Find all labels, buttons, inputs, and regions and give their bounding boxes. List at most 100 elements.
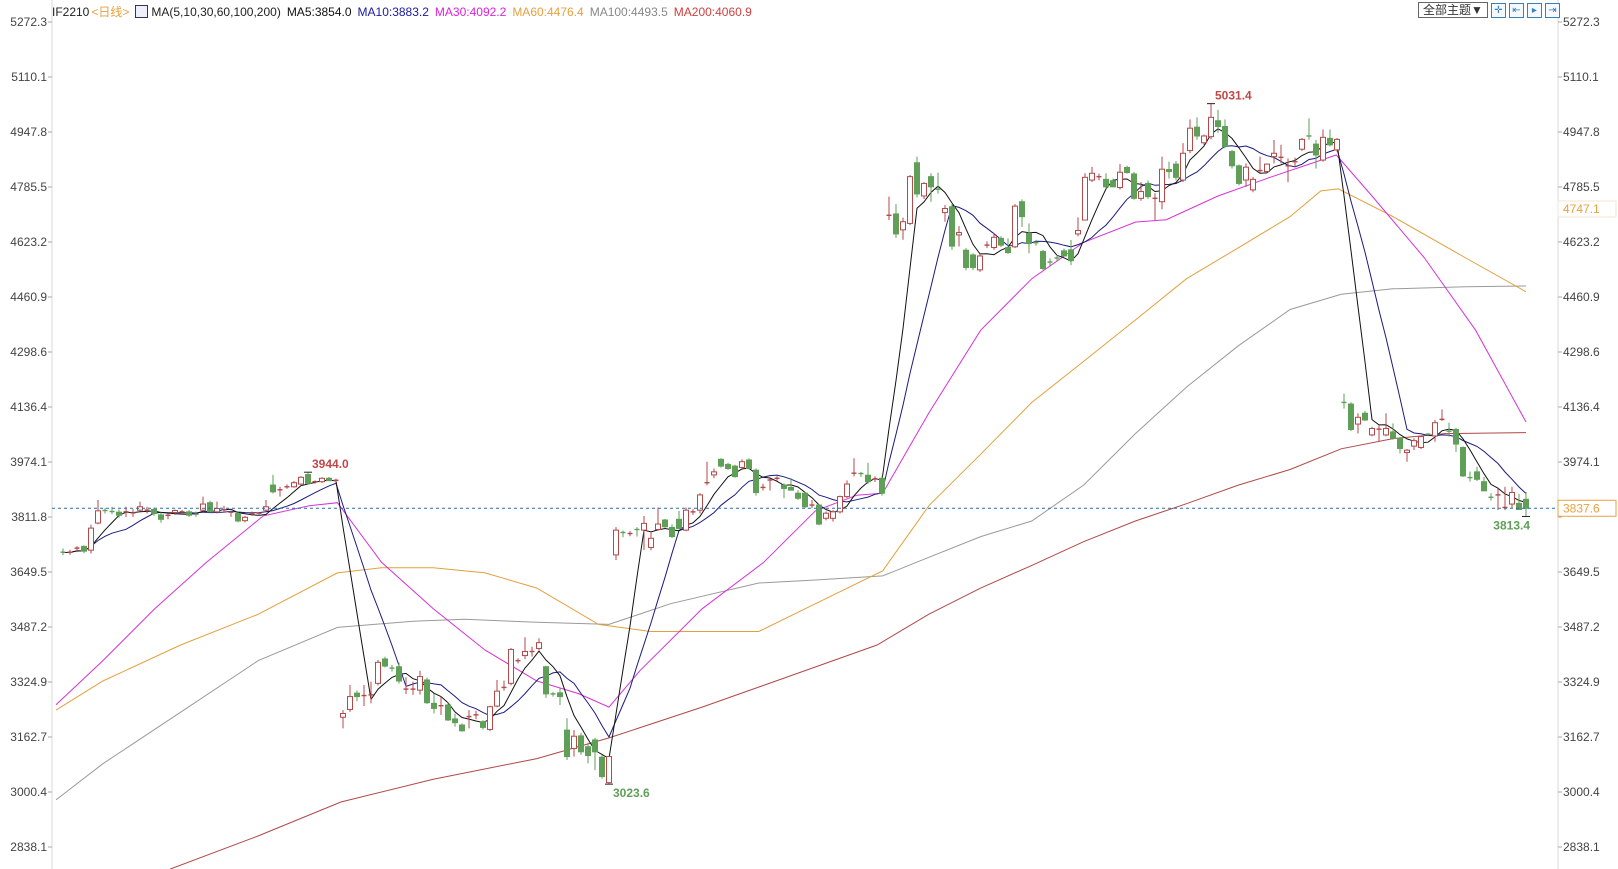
candle [1250, 176, 1256, 193]
candle-body [879, 477, 885, 494]
candle [424, 677, 430, 705]
candle [1082, 173, 1088, 221]
right-axis-label: 4785.5 [1563, 180, 1600, 194]
indicator-chart-icon[interactable] [135, 5, 149, 18]
candle [865, 462, 871, 484]
candle [536, 638, 542, 651]
candle-body [977, 255, 983, 271]
candle-body [487, 706, 493, 730]
ma-params[interactable]: MA(5,10,30,60,100,200) [151, 4, 281, 19]
candle [949, 204, 955, 250]
right-axis-label: 3649.5 [1563, 565, 1600, 579]
candle-body [459, 724, 465, 732]
candle [1474, 466, 1480, 482]
jump-end-icon[interactable]: ⇥ [1544, 2, 1560, 18]
candle-body [1082, 176, 1088, 221]
candle [1495, 488, 1501, 511]
left-axis-label: 2838.1 [10, 840, 47, 854]
candle [1019, 199, 1025, 227]
candle [1215, 109, 1221, 133]
candle [305, 472, 311, 485]
candle [1166, 161, 1172, 179]
candle [725, 462, 731, 471]
candle-body [1397, 437, 1403, 449]
candle-body [963, 249, 969, 268]
candle [158, 512, 164, 523]
candle-body [1222, 125, 1228, 147]
candle-body [445, 704, 451, 721]
candle [431, 693, 437, 714]
candle-body [599, 756, 605, 778]
candle [480, 720, 486, 730]
candle [1376, 425, 1382, 442]
candle [522, 637, 528, 660]
candle [872, 476, 878, 483]
candle-body [1474, 471, 1480, 480]
candle-body [711, 471, 717, 476]
candle [382, 656, 388, 668]
candle [1418, 435, 1424, 450]
candle [1313, 140, 1319, 169]
candle-body [1075, 230, 1081, 235]
ma60-line [55, 188, 1527, 711]
candle [858, 471, 864, 477]
candle [809, 499, 815, 509]
candle [487, 705, 493, 732]
candle-body [431, 702, 437, 709]
candle-body [116, 511, 122, 516]
moving-average-lines [55, 128, 1527, 869]
candle-body [1194, 126, 1200, 137]
candle [284, 484, 290, 489]
candle-body [1243, 166, 1249, 181]
candle-body [1089, 172, 1095, 181]
candle [235, 511, 241, 523]
candle-body [844, 483, 850, 498]
chart-toolbar: 全部主题▼ ✛ ⇤ ▸ ⇥ [1418, 2, 1560, 18]
ma200-line [169, 432, 1527, 869]
period-selector[interactable]: <日线> [91, 5, 130, 19]
right-axis-label: 4298.6 [1563, 345, 1600, 359]
candle [578, 732, 584, 755]
candle-body [1460, 446, 1466, 477]
candle-body [340, 713, 346, 718]
ma30-value: MA30:4092.2 [434, 4, 507, 19]
candle-body [816, 504, 822, 525]
candle [1488, 493, 1494, 501]
candle-body [655, 523, 661, 530]
candle-body [788, 486, 794, 491]
candle [1278, 144, 1284, 164]
candle-body [697, 494, 703, 511]
candle [1005, 238, 1011, 254]
candle [977, 253, 983, 272]
candle-body [424, 679, 430, 704]
candle [753, 468, 759, 496]
candle-body [1215, 120, 1221, 127]
right-axis-label: 3324.9 [1563, 675, 1600, 689]
left-axis-label: 4623.2 [10, 235, 47, 249]
candle [1243, 163, 1249, 187]
candle [599, 754, 605, 779]
candle [1516, 493, 1522, 510]
candle [1397, 436, 1403, 454]
candle-body [1005, 246, 1011, 254]
zoom-range-icon[interactable]: ⇤ [1508, 2, 1524, 18]
candle-body [1103, 178, 1109, 188]
candle-body [235, 513, 241, 522]
play-forward-icon[interactable]: ▸ [1526, 2, 1542, 18]
candle [1208, 103, 1214, 140]
candle [718, 458, 724, 468]
candle [1334, 138, 1340, 152]
candle-body [1432, 422, 1438, 437]
candle [1152, 193, 1158, 221]
theme-dropdown[interactable]: 全部主题▼ [1418, 2, 1488, 18]
candle [1187, 119, 1193, 154]
crosshair-icon[interactable]: ✛ [1490, 2, 1506, 18]
candle [410, 681, 416, 695]
candle [494, 679, 500, 708]
left-axis-label: 5272.3 [10, 15, 47, 29]
candle [1201, 134, 1207, 145]
candle [921, 182, 927, 200]
candle-body [1012, 205, 1018, 248]
left-axis-label: 3974.1 [10, 455, 47, 469]
